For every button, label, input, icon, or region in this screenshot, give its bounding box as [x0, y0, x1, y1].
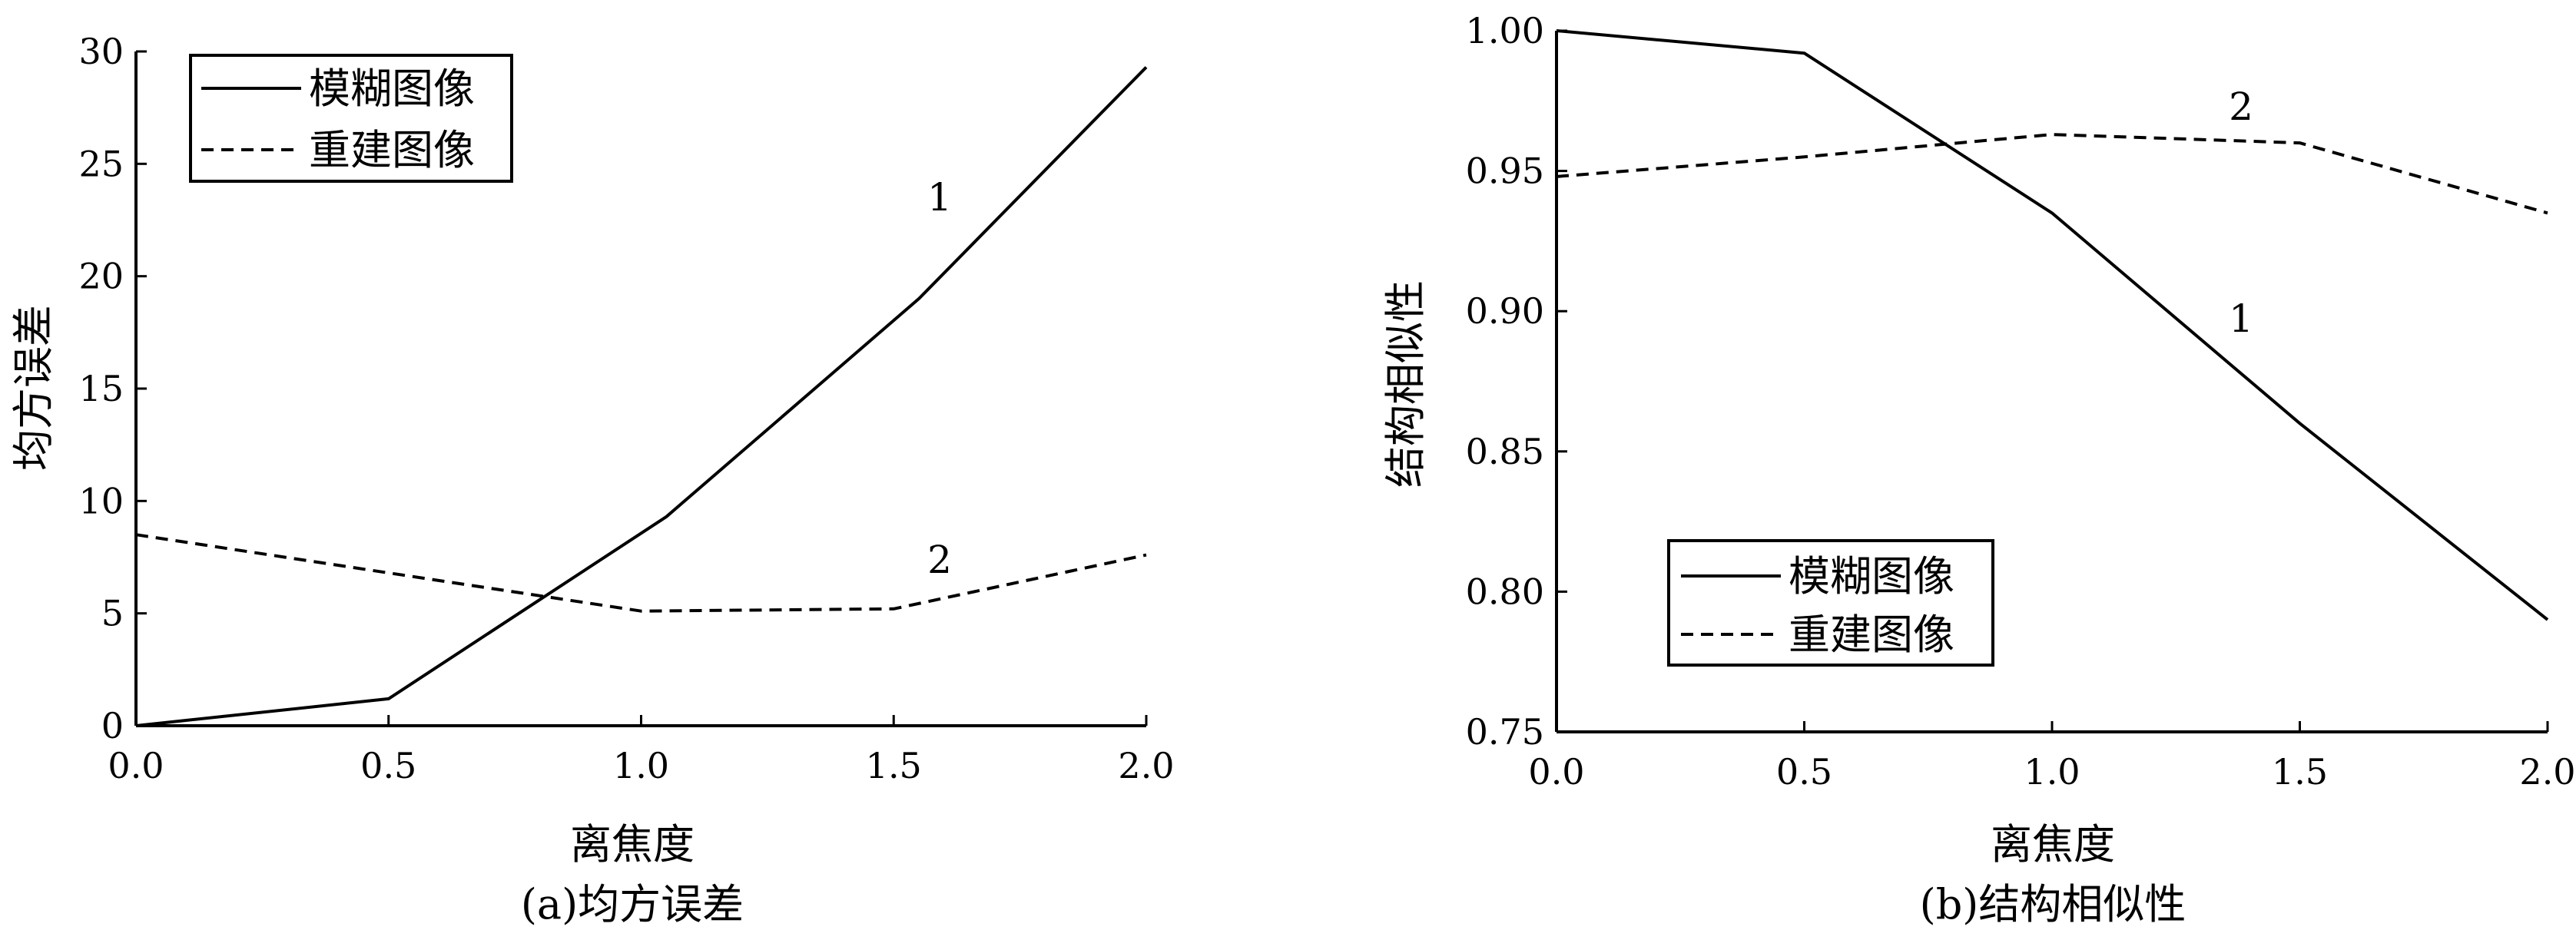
x-axis-ticks: 0.0 0.5 1.0 1.5 2.0 — [108, 715, 1175, 786]
x-tick-label: 0.5 — [1776, 751, 1832, 793]
y-tick-label: 25 — [78, 143, 124, 184]
panel-ssim: 0.75 0.80 0.85 0.90 0.95 1.00 0.0 0.5 1.0 1.5 2.0… — [1381, 10, 2576, 928]
y-axis-title: 结构相似性 — [1381, 280, 1430, 488]
curve-label-2: 2 — [927, 538, 952, 582]
y-tick-label: 0.80 — [1466, 571, 1544, 612]
panel-caption: (a)均方误差 — [521, 880, 744, 928]
y-tick-label: 5 — [101, 593, 124, 634]
legend-label-reconstructed: 重建图像 — [309, 126, 475, 174]
x-axis-title: 离焦度 — [570, 820, 695, 869]
x-tick-label: 1.5 — [2272, 751, 2328, 793]
x-tick-label: 1.0 — [2024, 751, 2080, 793]
y-tick-label: 1.00 — [1466, 10, 1544, 51]
x-tick-label: 1.0 — [613, 745, 669, 786]
x-axis-title: 离焦度 — [1991, 820, 2115, 869]
x-tick-label: 0.0 — [1528, 751, 1584, 793]
y-tick-label: 0 — [101, 705, 124, 746]
y-axis-title: 均方误差 — [9, 305, 58, 471]
x-tick-label: 2.0 — [2519, 751, 2575, 793]
legend-box — [189, 54, 513, 183]
series-line-blurred — [1556, 29, 2549, 621]
y-tick-label: 15 — [78, 368, 124, 409]
y-tick-label: 30 — [78, 31, 124, 72]
series-group — [1556, 29, 2549, 621]
legend: 模糊图像 重建图像 — [189, 54, 513, 183]
y-axis-ticks: 0.75 0.80 0.85 0.90 0.95 1.00 — [1466, 10, 1567, 753]
curve-label-1: 1 — [927, 175, 952, 220]
legend-label-blurred: 模糊图像 — [1789, 552, 1954, 601]
y-tick-label: 0.75 — [1466, 711, 1544, 753]
curve-label-1: 1 — [2229, 296, 2253, 341]
legend: 模糊图像 重建图像 — [1667, 539, 1994, 667]
series-line-reconstructed — [135, 533, 1147, 613]
x-axis-ticks: 0.0 0.5 1.0 1.5 2.0 — [1528, 721, 2576, 793]
x-tick-label: 0.0 — [108, 745, 164, 786]
legend-box — [1667, 539, 1994, 667]
y-tick-label: 0.95 — [1466, 151, 1544, 192]
y-tick-label: 0.85 — [1466, 431, 1544, 472]
series-line-reconstructed — [1556, 133, 2548, 215]
x-tick-label: 1.5 — [866, 745, 922, 786]
y-axis-ticks: 0 5 10 15 20 25 30 — [78, 31, 147, 746]
panel-mse: 0 5 10 15 20 25 30 0.0 0.5 1.0 1.5 2.0 1 2 模糊图像 重建… — [9, 31, 1175, 928]
y-tick-label: 0.90 — [1466, 290, 1544, 332]
legend-label-blurred: 模糊图像 — [309, 65, 475, 113]
series-group — [135, 66, 1148, 727]
x-tick-label: 2.0 — [1118, 745, 1174, 786]
panel-caption: (b)结构相似性 — [1920, 880, 2186, 928]
y-tick-label: 10 — [78, 480, 124, 521]
x-tick-label: 0.5 — [360, 745, 416, 786]
legend-label-reconstructed: 重建图像 — [1789, 611, 1954, 659]
curve-label-2: 2 — [2229, 84, 2253, 129]
series-line-blurred — [135, 66, 1148, 727]
y-tick-label: 20 — [78, 256, 124, 297]
